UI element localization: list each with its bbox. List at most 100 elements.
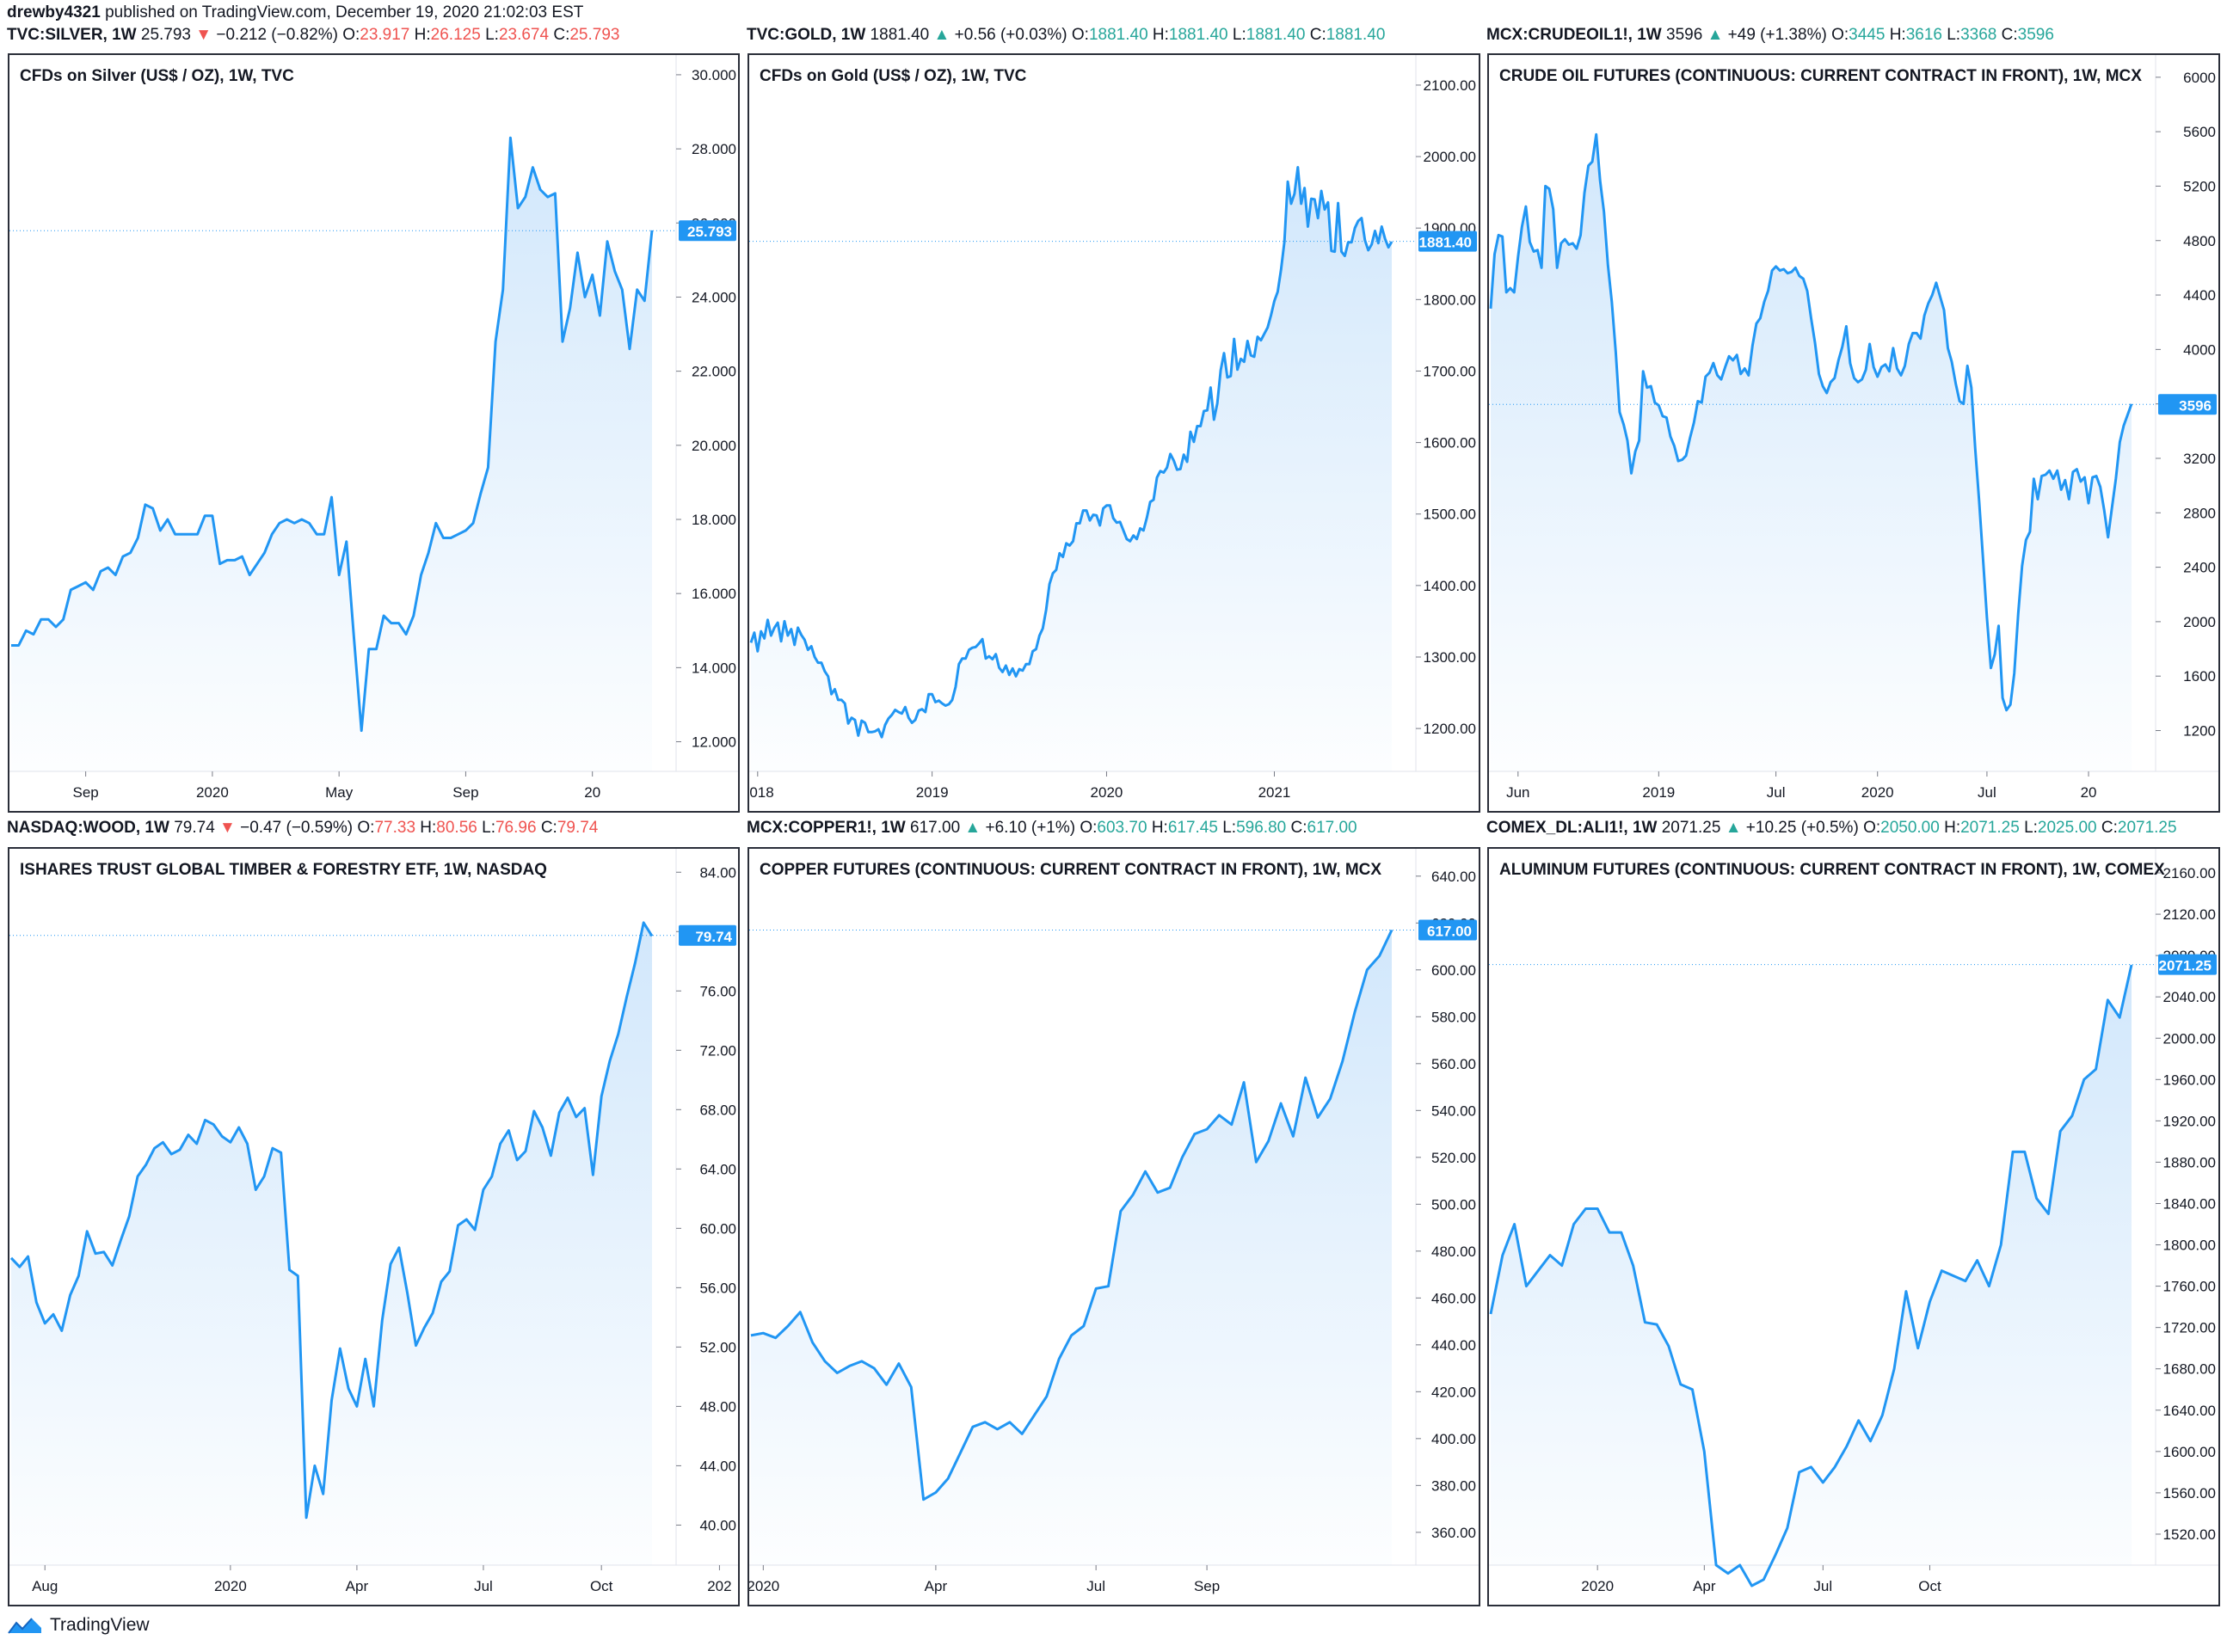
- high-label: H:: [1151, 819, 1168, 837]
- chart-panel[interactable]: 30.00028.00026.00024.00022.00020.00018.0…: [8, 53, 740, 813]
- chart-svg[interactable]: 2100.002000.001900.001800.001700.001600.…: [749, 55, 1479, 811]
- x-tick-label: Jun: [1506, 784, 1529, 801]
- last-price-badge: [2158, 954, 2217, 975]
- price-line[interactable]: [749, 166, 1393, 739]
- low-label: L:: [1232, 26, 1246, 44]
- x-tick-label: Jul: [1086, 1578, 1105, 1594]
- chart-svg[interactable]: 30.00028.00026.00024.00022.00020.00018.0…: [9, 55, 738, 811]
- low-label: L:: [2024, 819, 2038, 837]
- high-value: 80.56: [436, 819, 483, 837]
- last-price-label: 2071.25: [2159, 958, 2212, 974]
- symbol-name[interactable]: MCX:CRUDEOIL1!, 1W: [1486, 26, 1662, 44]
- last-price-label: 617.00: [1427, 923, 1472, 939]
- price-line[interactable]: [750, 929, 1393, 1502]
- last-price-badge: [679, 220, 736, 242]
- last-price: 2071.25: [1657, 819, 1726, 837]
- price-line[interactable]: [11, 136, 654, 733]
- symbol-info-line: TVC:GOLD, 1W 1881.40 ▲ +0.56 (+0.03%) O:…: [747, 26, 1385, 45]
- price-change: +10.25 (+0.5%): [1741, 819, 1864, 837]
- x-tick-label: 2020: [1091, 784, 1123, 801]
- chart-panel[interactable]: 2100.00 2000.00 1900.00 1800.00 1700.00 1600.…: [747, 53, 1480, 813]
- x-tick-label: 2019: [916, 784, 949, 801]
- high-value: 617.45: [1167, 819, 1223, 837]
- y-tick-label: 1960.00: [2163, 1072, 2216, 1088]
- high-label: H:: [420, 819, 437, 837]
- y-tick-label: 2000.00: [2163, 1030, 2216, 1047]
- open-label: O:: [342, 26, 360, 44]
- last-price-label: 3596: [2179, 397, 2212, 414]
- chart-panel[interactable]: 6000560052004800440040003600320028002400…: [1487, 53, 2220, 813]
- x-tick-label: Jul: [1978, 784, 1996, 801]
- x-tick-label: Apr: [1693, 1578, 1716, 1594]
- x-tick-label: 2020: [749, 1578, 779, 1594]
- footer[interactable]: TradingView: [7, 1615, 150, 1636]
- y-tick-label: 1560.00: [2163, 1485, 2216, 1502]
- high-value: 26.125: [430, 26, 486, 44]
- symbol-name[interactable]: COMEX_DL:ALI1!, 1W: [1486, 819, 1658, 837]
- x-tick-label: Apr: [346, 1578, 369, 1594]
- down-arrow-icon: ▼: [195, 26, 212, 44]
- symbol-info-line: NASDAQ:WOOD, 1W 79.74 ▼ −0.47 (−0.59%) O…: [7, 819, 598, 838]
- last-price: 1881.40: [865, 26, 934, 44]
- published-header: drewby4321 published on TradingView.com,…: [7, 3, 583, 22]
- author-name[interactable]: drewby4321: [7, 3, 101, 21]
- y-tick-label: 6000: [2183, 70, 2216, 86]
- price-change: −0.47 (−0.59%): [235, 819, 358, 837]
- chart-panel[interactable]: 640.00620.00600.00580.00560.00540.00520.…: [747, 847, 1480, 1606]
- close-value: 3596: [2017, 26, 2054, 44]
- symbol-name[interactable]: TVC:GOLD, 1W: [747, 26, 866, 44]
- y-tick-label: 84.00: [699, 864, 736, 881]
- up-arrow-icon: ▲: [1707, 26, 1724, 44]
- close-label: C:: [2001, 26, 2018, 44]
- x-tick-label: 2020: [1861, 784, 1894, 801]
- chart-svg[interactable]: 6000560052004800440040003600320028002400…: [1489, 55, 2218, 811]
- open-label: O:: [1863, 819, 1881, 837]
- y-tick-label: 76.00: [699, 983, 736, 999]
- low-value: 3368: [1960, 26, 2002, 44]
- x-tick-label: Sep: [73, 784, 99, 801]
- open-value: 23.917: [360, 26, 415, 44]
- x-tick-label: Oct: [1918, 1578, 1941, 1594]
- price-line[interactable]: [1489, 132, 2133, 712]
- y-tick-label: 68.00: [699, 1102, 736, 1118]
- chart-panel[interactable]: 2160.002120.002080.002040.002000.001960.…: [1487, 847, 2220, 1606]
- y-tick-label: 2160.00: [2163, 865, 2216, 881]
- close-value: 79.74: [557, 819, 599, 837]
- y-tick-label: 1300.00: [1424, 649, 1476, 666]
- symbol-info-line: COMEX_DL:ALI1!, 1W 2071.25 ▲ +10.25 (+0.…: [1486, 819, 2177, 838]
- y-tick-label: 30.000: [692, 67, 736, 83]
- footer-brand: TradingView: [50, 1615, 150, 1635]
- last-price-badge: [1418, 919, 1477, 941]
- symbol-name[interactable]: NASDAQ:WOOD, 1W: [7, 819, 169, 837]
- high-label: H:: [1889, 26, 1906, 44]
- y-tick-label: 600.00: [1431, 962, 1476, 979]
- x-tick-label: 2019: [1642, 784, 1675, 801]
- x-tick-label: 2018: [749, 784, 774, 801]
- price-line[interactable]: [1489, 964, 2133, 1588]
- y-tick-label: 2040.00: [2163, 989, 2216, 1005]
- chart-panel[interactable]: 84.0080.0076.0072.0068.0064.0060.0056.00…: [8, 847, 740, 1606]
- y-tick-label: 18.000: [692, 512, 736, 528]
- x-tick-label: May: [325, 784, 354, 801]
- price-change: +49 (+1.38%): [1723, 26, 1832, 44]
- x-tick-label: Sep: [452, 784, 478, 801]
- close-label: C:: [2101, 819, 2118, 837]
- price-line[interactable]: [9, 921, 654, 1520]
- chart-svg[interactable]: 84.0080.0076.0072.0068.0064.0060.0056.00…: [9, 849, 738, 1605]
- symbol-info-line: TVC:SILVER, 1W 25.793 ▼ −0.212 (−0.82%) …: [7, 26, 619, 45]
- x-tick-label: 2021: [1258, 784, 1291, 801]
- symbol-name[interactable]: MCX:COPPER1!, 1W: [747, 819, 906, 837]
- y-tick-label: 1760.00: [2163, 1279, 2216, 1295]
- low-label: L:: [485, 26, 499, 44]
- y-tick-label: 1600: [2183, 668, 2216, 685]
- x-tick-label: Aug: [32, 1578, 58, 1594]
- y-tick-label: 2400: [2183, 560, 2216, 576]
- y-tick-label: 1920.00: [2163, 1113, 2216, 1129]
- chart-title: ALUMINUM FUTURES (CONTINUOUS: CURRENT CO…: [1499, 861, 2165, 879]
- chart-svg[interactable]: 640.00620.00600.00580.00560.00540.00520.…: [749, 849, 1479, 1605]
- open-label: O:: [1071, 26, 1089, 44]
- symbol-name[interactable]: TVC:SILVER, 1W: [7, 26, 137, 44]
- chart-svg[interactable]: 2160.002120.002080.002040.002000.001960.…: [1489, 849, 2218, 1605]
- x-tick-label: 202: [707, 1578, 731, 1594]
- y-tick-label: 4800: [2183, 233, 2216, 249]
